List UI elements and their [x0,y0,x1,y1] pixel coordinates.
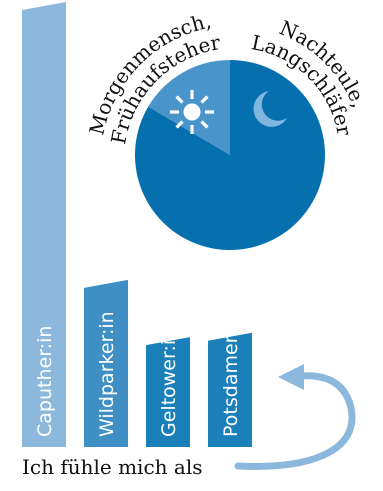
bar-chart: Caputher:in Wildparker:in Geltower:in Potsd… [22,2,252,447]
pie-slice-night [134,60,325,250]
bar-group: Wildparker:in [84,279,128,447]
chart-caption: Ich fühle mich als [22,455,203,479]
bar-label: Caputher:in [34,326,56,437]
bar-group: Caputher:in [22,2,66,447]
moon-icon [253,91,287,127]
sun-icon [170,90,214,134]
bar [208,332,252,447]
bar [22,2,66,447]
pie-chart [134,59,325,250]
bar-label: Wildparker:in [96,311,118,437]
curved-arrow-icon [234,364,356,470]
bar-group: Potsdamer:in [208,312,252,447]
bar-label: Geltower:in [158,328,180,437]
bar [84,279,128,447]
bar [146,337,190,447]
bar-group: Geltower:in [146,328,190,447]
bar-label: Potsdamer:in [220,312,242,437]
